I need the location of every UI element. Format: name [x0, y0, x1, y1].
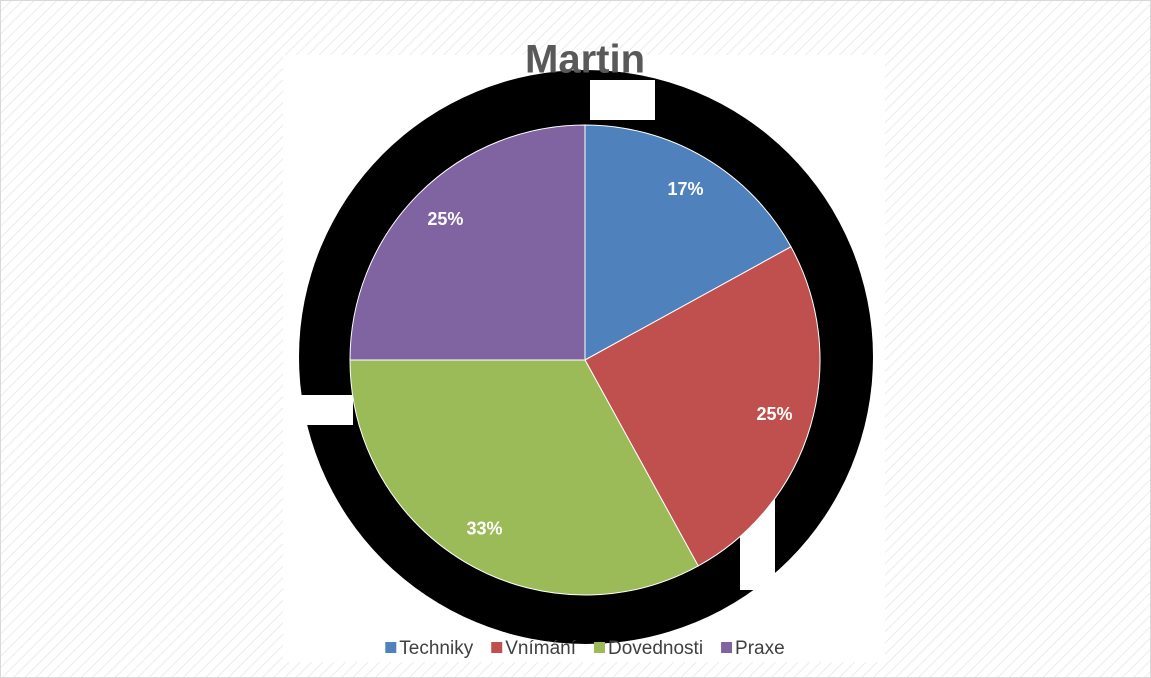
legend-swatch	[593, 642, 605, 653]
data-label: 25%	[757, 404, 793, 424]
legend-swatch	[721, 642, 733, 653]
legend-swatch	[385, 642, 397, 653]
pie-slice	[349, 124, 586, 361]
data-label: 17%	[667, 179, 703, 199]
chart-title: Martin	[525, 38, 645, 82]
legend-label: Vnímání	[505, 638, 576, 659]
legend-label: Praxe	[735, 638, 785, 659]
pie: 17% 25% 33% 25%	[349, 124, 821, 596]
pie-slice	[349, 359, 699, 596]
data-label: 33%	[466, 519, 502, 539]
pie-slice	[584, 124, 792, 361]
legend-swatch	[491, 642, 503, 653]
data-label: 25%	[427, 209, 463, 229]
pie-slice	[584, 246, 821, 567]
shadow-gap	[590, 80, 655, 120]
shadow-gap	[283, 395, 353, 425]
legend-label: Dovednosti	[608, 638, 703, 659]
legend: Techniky Vnímání Dovednosti Praxe	[385, 638, 785, 659]
legend-label: Techniky	[399, 638, 473, 659]
